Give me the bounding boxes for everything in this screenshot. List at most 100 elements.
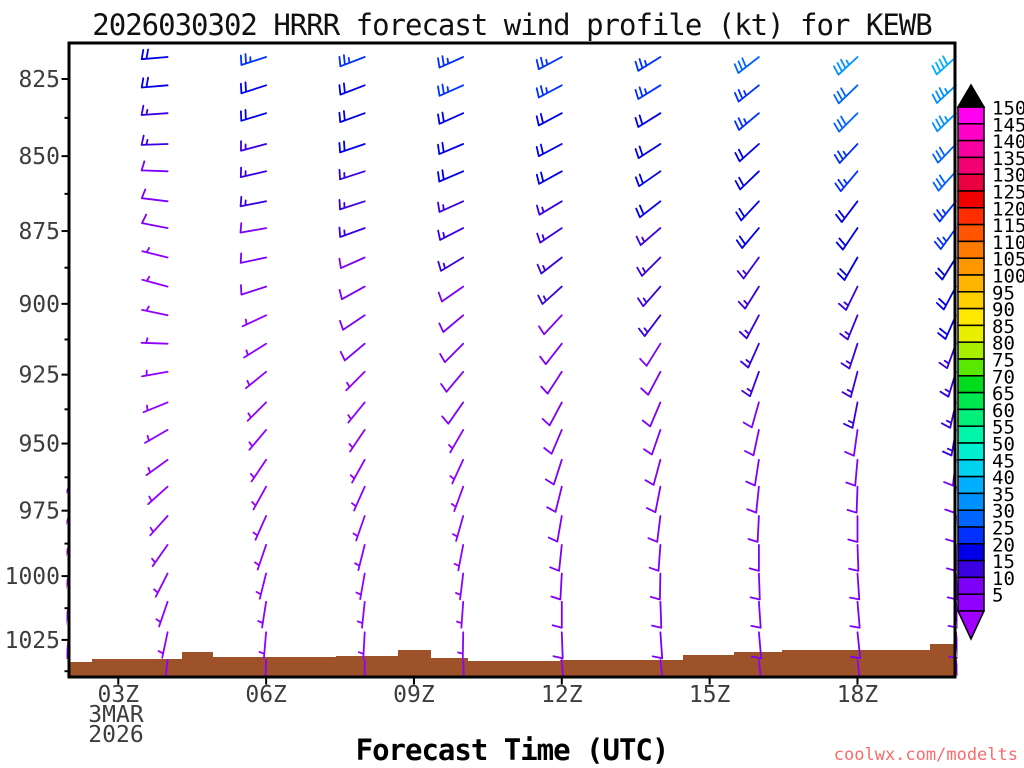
colorbar-box xyxy=(957,106,985,125)
barb-column-12Z xyxy=(535,56,564,676)
wind-barb xyxy=(745,458,760,487)
wind-barb xyxy=(560,659,564,676)
wind-barb xyxy=(847,515,859,543)
wind-barb xyxy=(239,166,267,178)
wind-barb xyxy=(539,342,563,366)
colorbar-box xyxy=(957,173,985,192)
wind-barb xyxy=(736,256,760,280)
wind-barb xyxy=(833,56,859,76)
wind-barb xyxy=(149,515,169,537)
wind-barb xyxy=(746,485,760,514)
wind-barb xyxy=(740,342,760,369)
wind-barb xyxy=(536,256,563,275)
y-tick-label: 875 xyxy=(18,219,60,245)
wind-barb xyxy=(844,429,859,457)
wind-barb xyxy=(833,143,859,164)
colorbar-box xyxy=(957,526,985,545)
wind-barb xyxy=(142,401,169,414)
wind-barb xyxy=(456,600,465,629)
wind-barb xyxy=(931,55,957,76)
wind-barb xyxy=(849,600,861,629)
wind-barb xyxy=(537,285,563,305)
x-axis-date-year: 2026 xyxy=(88,722,143,748)
wind-barb xyxy=(441,401,465,425)
wind-barb xyxy=(744,429,760,457)
colorbar-label: 15 xyxy=(992,551,1015,573)
wind-barb xyxy=(836,256,859,281)
wind-barb xyxy=(140,188,169,203)
wind-barb xyxy=(338,110,366,123)
wind-barb xyxy=(258,631,267,660)
wind-barb xyxy=(635,227,662,246)
wind-barb xyxy=(437,141,465,155)
wind-barb xyxy=(638,314,662,337)
wind-barb xyxy=(141,305,169,317)
chart-title: 2026030302 HRRR forecast wind profile (k… xyxy=(92,8,932,42)
wind-barb xyxy=(551,600,563,629)
wind-barb xyxy=(845,458,859,487)
wind-barb xyxy=(145,458,169,476)
x-tick-label: 12Z xyxy=(541,682,583,708)
wind-barb xyxy=(552,631,564,660)
wind-barb xyxy=(351,485,366,512)
wind-barb xyxy=(747,515,760,543)
wind-barb xyxy=(338,54,366,68)
wind-barb xyxy=(254,544,267,571)
wind-barb xyxy=(151,544,169,568)
colorbar-box xyxy=(957,207,985,226)
colorbar-label: 135 xyxy=(992,148,1024,170)
wind-barb xyxy=(733,56,760,74)
colorbar-label: 145 xyxy=(992,114,1024,136)
colorbar-box xyxy=(957,257,985,276)
wind-barb xyxy=(437,55,465,69)
wind-barb xyxy=(536,200,563,216)
colorbar-box xyxy=(957,442,985,461)
wind-barb xyxy=(843,401,859,429)
colorbar-label: 35 xyxy=(992,484,1015,506)
colorbar-label: 60 xyxy=(992,400,1015,422)
wind-barb xyxy=(636,256,662,277)
wind-barb xyxy=(634,112,662,128)
wind-barb xyxy=(449,458,465,485)
watermark-link[interactable]: coolwx.com/modelts xyxy=(833,745,1018,765)
wind-barb xyxy=(550,572,563,601)
colorbar-label: 75 xyxy=(992,350,1015,372)
wind-barb xyxy=(647,515,662,543)
wind-barb xyxy=(544,458,563,486)
wind-barb xyxy=(535,112,563,127)
y-tick-label: 900 xyxy=(18,292,60,318)
wind-barb xyxy=(453,544,465,572)
colorbar-box xyxy=(957,459,985,478)
y-tick-label: 1025 xyxy=(5,628,60,654)
wind-barb xyxy=(252,515,267,541)
wind-barb xyxy=(644,458,662,486)
colorbar-label: 90 xyxy=(992,299,1015,321)
wind-barb xyxy=(840,342,859,370)
wind-barb xyxy=(255,572,267,600)
barb-column-10Z xyxy=(437,55,465,676)
wind-barb xyxy=(140,134,169,146)
wind-barb xyxy=(735,227,760,249)
colorbar-label: 5 xyxy=(992,585,1003,607)
wind-barb xyxy=(750,631,763,660)
wind-barb xyxy=(354,544,366,571)
wind-barb xyxy=(147,485,169,505)
wind-barb xyxy=(750,600,762,629)
x-tick-label: 03Z xyxy=(98,682,140,708)
wind-barb xyxy=(241,314,267,328)
colorbar-under-arrow xyxy=(956,610,986,641)
wind-barb xyxy=(348,429,366,453)
wind-barb xyxy=(437,227,465,241)
colorbar-box xyxy=(957,475,985,495)
wind-barb xyxy=(536,227,563,244)
wind-barb xyxy=(240,284,267,296)
colorbar-label: 120 xyxy=(992,198,1024,220)
terrain-profile xyxy=(69,644,955,677)
wind-barb xyxy=(734,143,760,163)
wind-barb xyxy=(932,143,957,164)
wind-barb xyxy=(856,659,861,676)
x-tick-label: 15Z xyxy=(689,682,731,708)
wind-barb xyxy=(737,285,760,310)
y-tick-label: 850 xyxy=(18,144,60,170)
